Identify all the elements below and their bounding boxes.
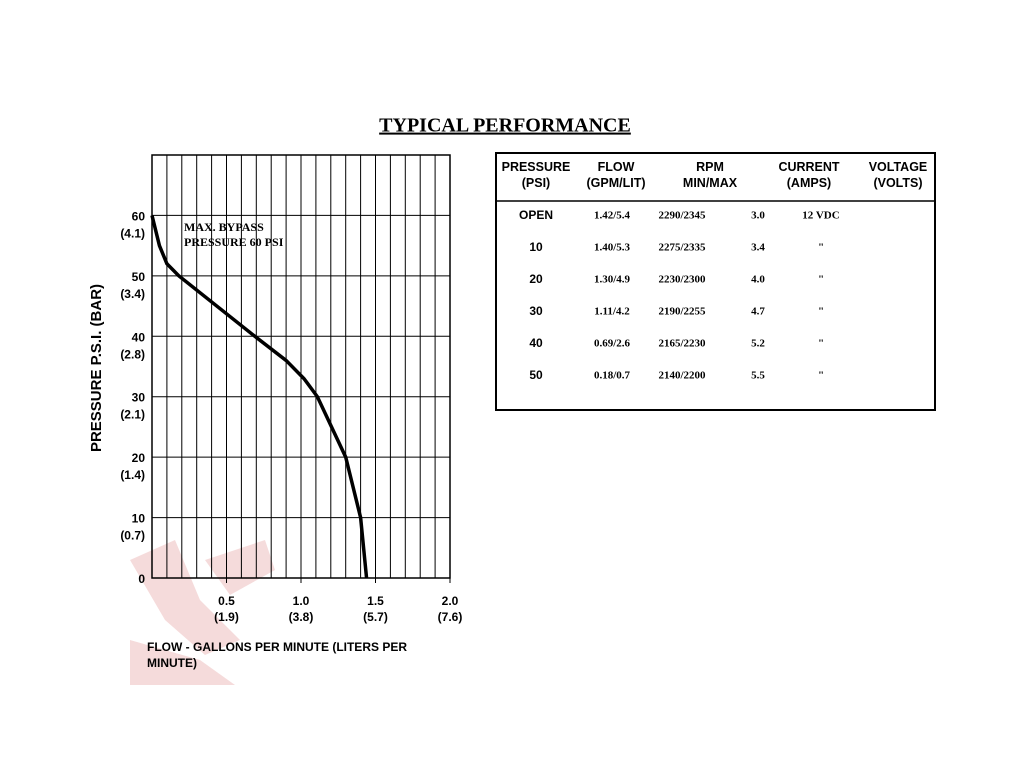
table-header-cell: VOLTAGE (VOLTS)	[869, 160, 928, 190]
table-cell: 0.18/0.7	[594, 370, 631, 382]
y-tick-label: 60 (4.1)	[120, 210, 145, 241]
x-tick-label: 1.5 (5.7)	[363, 594, 388, 624]
y-tick-label: 0	[138, 572, 145, 586]
page-title: TYPICAL PERFORMANCE	[379, 115, 631, 137]
y-axis-label: PRESSURE P.S.I. (BAR)	[88, 284, 105, 452]
table-cell: "	[818, 370, 824, 382]
x-tick-label: 2.0 (7.6)	[438, 594, 463, 624]
table-cell: 10	[529, 240, 543, 254]
table-cell: 2190/2255	[658, 306, 706, 318]
y-tick-label: 50 (3.4)	[120, 270, 145, 301]
table-header-cell: RPM MIN/MAX	[683, 160, 738, 190]
table-cell: 30	[529, 304, 543, 318]
table-cell: 5.2	[751, 338, 765, 350]
table-header-cell: CURRENT (AMPS)	[778, 160, 839, 190]
annotation: MAX. BYPASS PRESSURE 60 PSI	[184, 220, 284, 249]
table-header-cell: FLOW (GPM/LIT)	[586, 160, 645, 190]
table-cell: 50	[529, 368, 543, 382]
table-cell: 2290/2345	[658, 210, 706, 222]
table-cell: 1.42/5.4	[594, 210, 631, 222]
table-cell: 2230/2300	[658, 274, 706, 286]
table-cell: "	[818, 306, 824, 318]
table-cell: 1.30/4.9	[594, 274, 631, 286]
table-cell: "	[818, 274, 824, 286]
table-cell: 1.40/5.3	[594, 242, 631, 254]
table-cell: 2140/2200	[658, 370, 706, 382]
x-tick-label: 0.5 (1.9)	[214, 594, 239, 624]
table-cell: 2275/2335	[658, 242, 706, 254]
table-cell: 40	[529, 336, 543, 350]
table-cell: 3.0	[751, 210, 765, 222]
table-cell: 0.69/2.6	[594, 338, 631, 350]
table-cell: OPEN	[519, 208, 553, 222]
table-cell: 4.7	[751, 306, 765, 318]
table-cell: 2165/2230	[658, 338, 706, 350]
watermark	[130, 540, 275, 685]
y-tick-label: 40 (2.8)	[120, 330, 145, 361]
table-cell: 4.0	[751, 274, 765, 286]
table-header-cell: PRESSURE (PSI)	[502, 160, 571, 190]
table-cell: 3.4	[751, 242, 765, 254]
x-tick-label: 1.0 (3.8)	[289, 594, 314, 624]
pressure-curve	[150, 215, 369, 579]
y-tick-label: 20 (1.4)	[120, 451, 145, 482]
table-cell: 5.5	[751, 370, 765, 382]
table-cell: 1.11/4.2	[594, 306, 630, 318]
table-cell: 20	[529, 272, 543, 286]
y-tick-label: 10 (0.7)	[120, 512, 145, 543]
y-tick-label: 30 (2.1)	[120, 391, 145, 422]
table-cell: 12 VDC	[802, 210, 839, 222]
x-axis-label: FLOW - GALLONS PER MINUTE (LITERS PER MI…	[147, 640, 407, 670]
table-cell: "	[818, 338, 824, 350]
table-frame	[495, 152, 936, 411]
table-cell: "	[818, 242, 824, 254]
